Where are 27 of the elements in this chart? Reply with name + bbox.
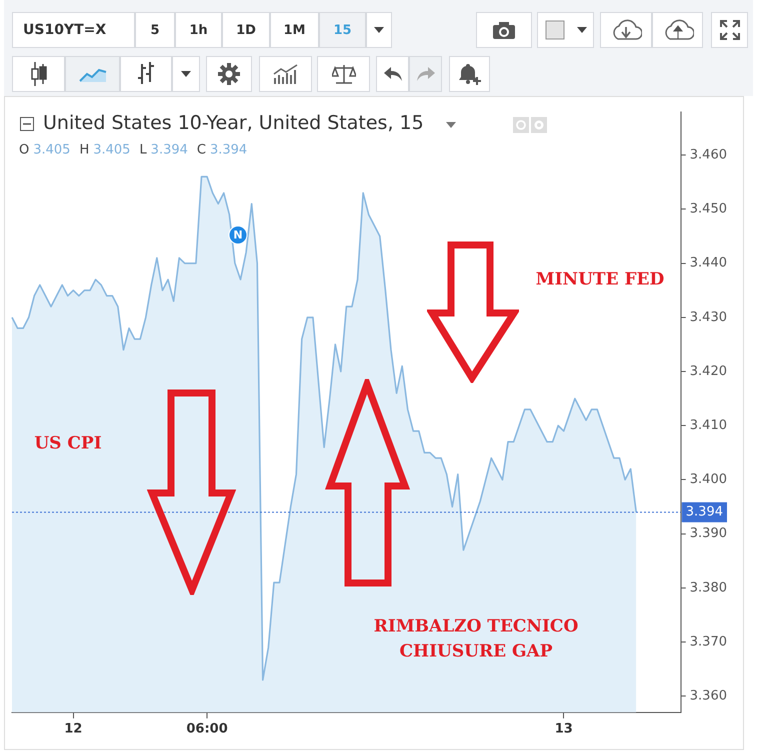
y-tick-label: 3.380 — [690, 580, 727, 596]
annotation: US CPI — [34, 433, 102, 454]
x-tick-label: 06:00 — [186, 722, 228, 737]
y-tick-label: 3.460 — [690, 147, 727, 162]
y-tick-label: 3.410 — [690, 418, 727, 433]
y-tick-label: 3.450 — [690, 202, 727, 217]
y-tick-label: 3.400 — [690, 472, 727, 488]
text: US10YT=X — [12, 12, 135, 48]
text: 15 — [319, 12, 366, 48]
y-tick-label: 3.420 — [690, 364, 727, 379]
ref-line-label: 3.394 — [686, 504, 723, 520]
text: 1M — [270, 12, 319, 48]
text: O 3.405 H 3.405 L 3.394 C 3.394 — [19, 142, 248, 158]
annotation: N — [233, 228, 243, 242]
y-tick-label: 3.390 — [690, 526, 727, 542]
text: 5 — [135, 12, 175, 48]
y-tick-label: 3.440 — [690, 256, 727, 271]
y-tick-label: 3.430 — [690, 310, 727, 325]
text: 1h — [175, 12, 222, 48]
x-tick-label: 13 — [554, 722, 573, 737]
annotation: MINUTE FED — [536, 269, 664, 290]
y-tick-label: 3.360 — [690, 688, 727, 704]
annotation: RIMBALZO TECNICO CHIUSURE GAP — [374, 616, 578, 662]
y-tick-label: 3.370 — [690, 634, 727, 650]
chart-title: United States 10-Year, United States, 15 — [43, 112, 424, 134]
x-tick-label: 12 — [64, 722, 82, 737]
text: 1D — [222, 12, 270, 48]
